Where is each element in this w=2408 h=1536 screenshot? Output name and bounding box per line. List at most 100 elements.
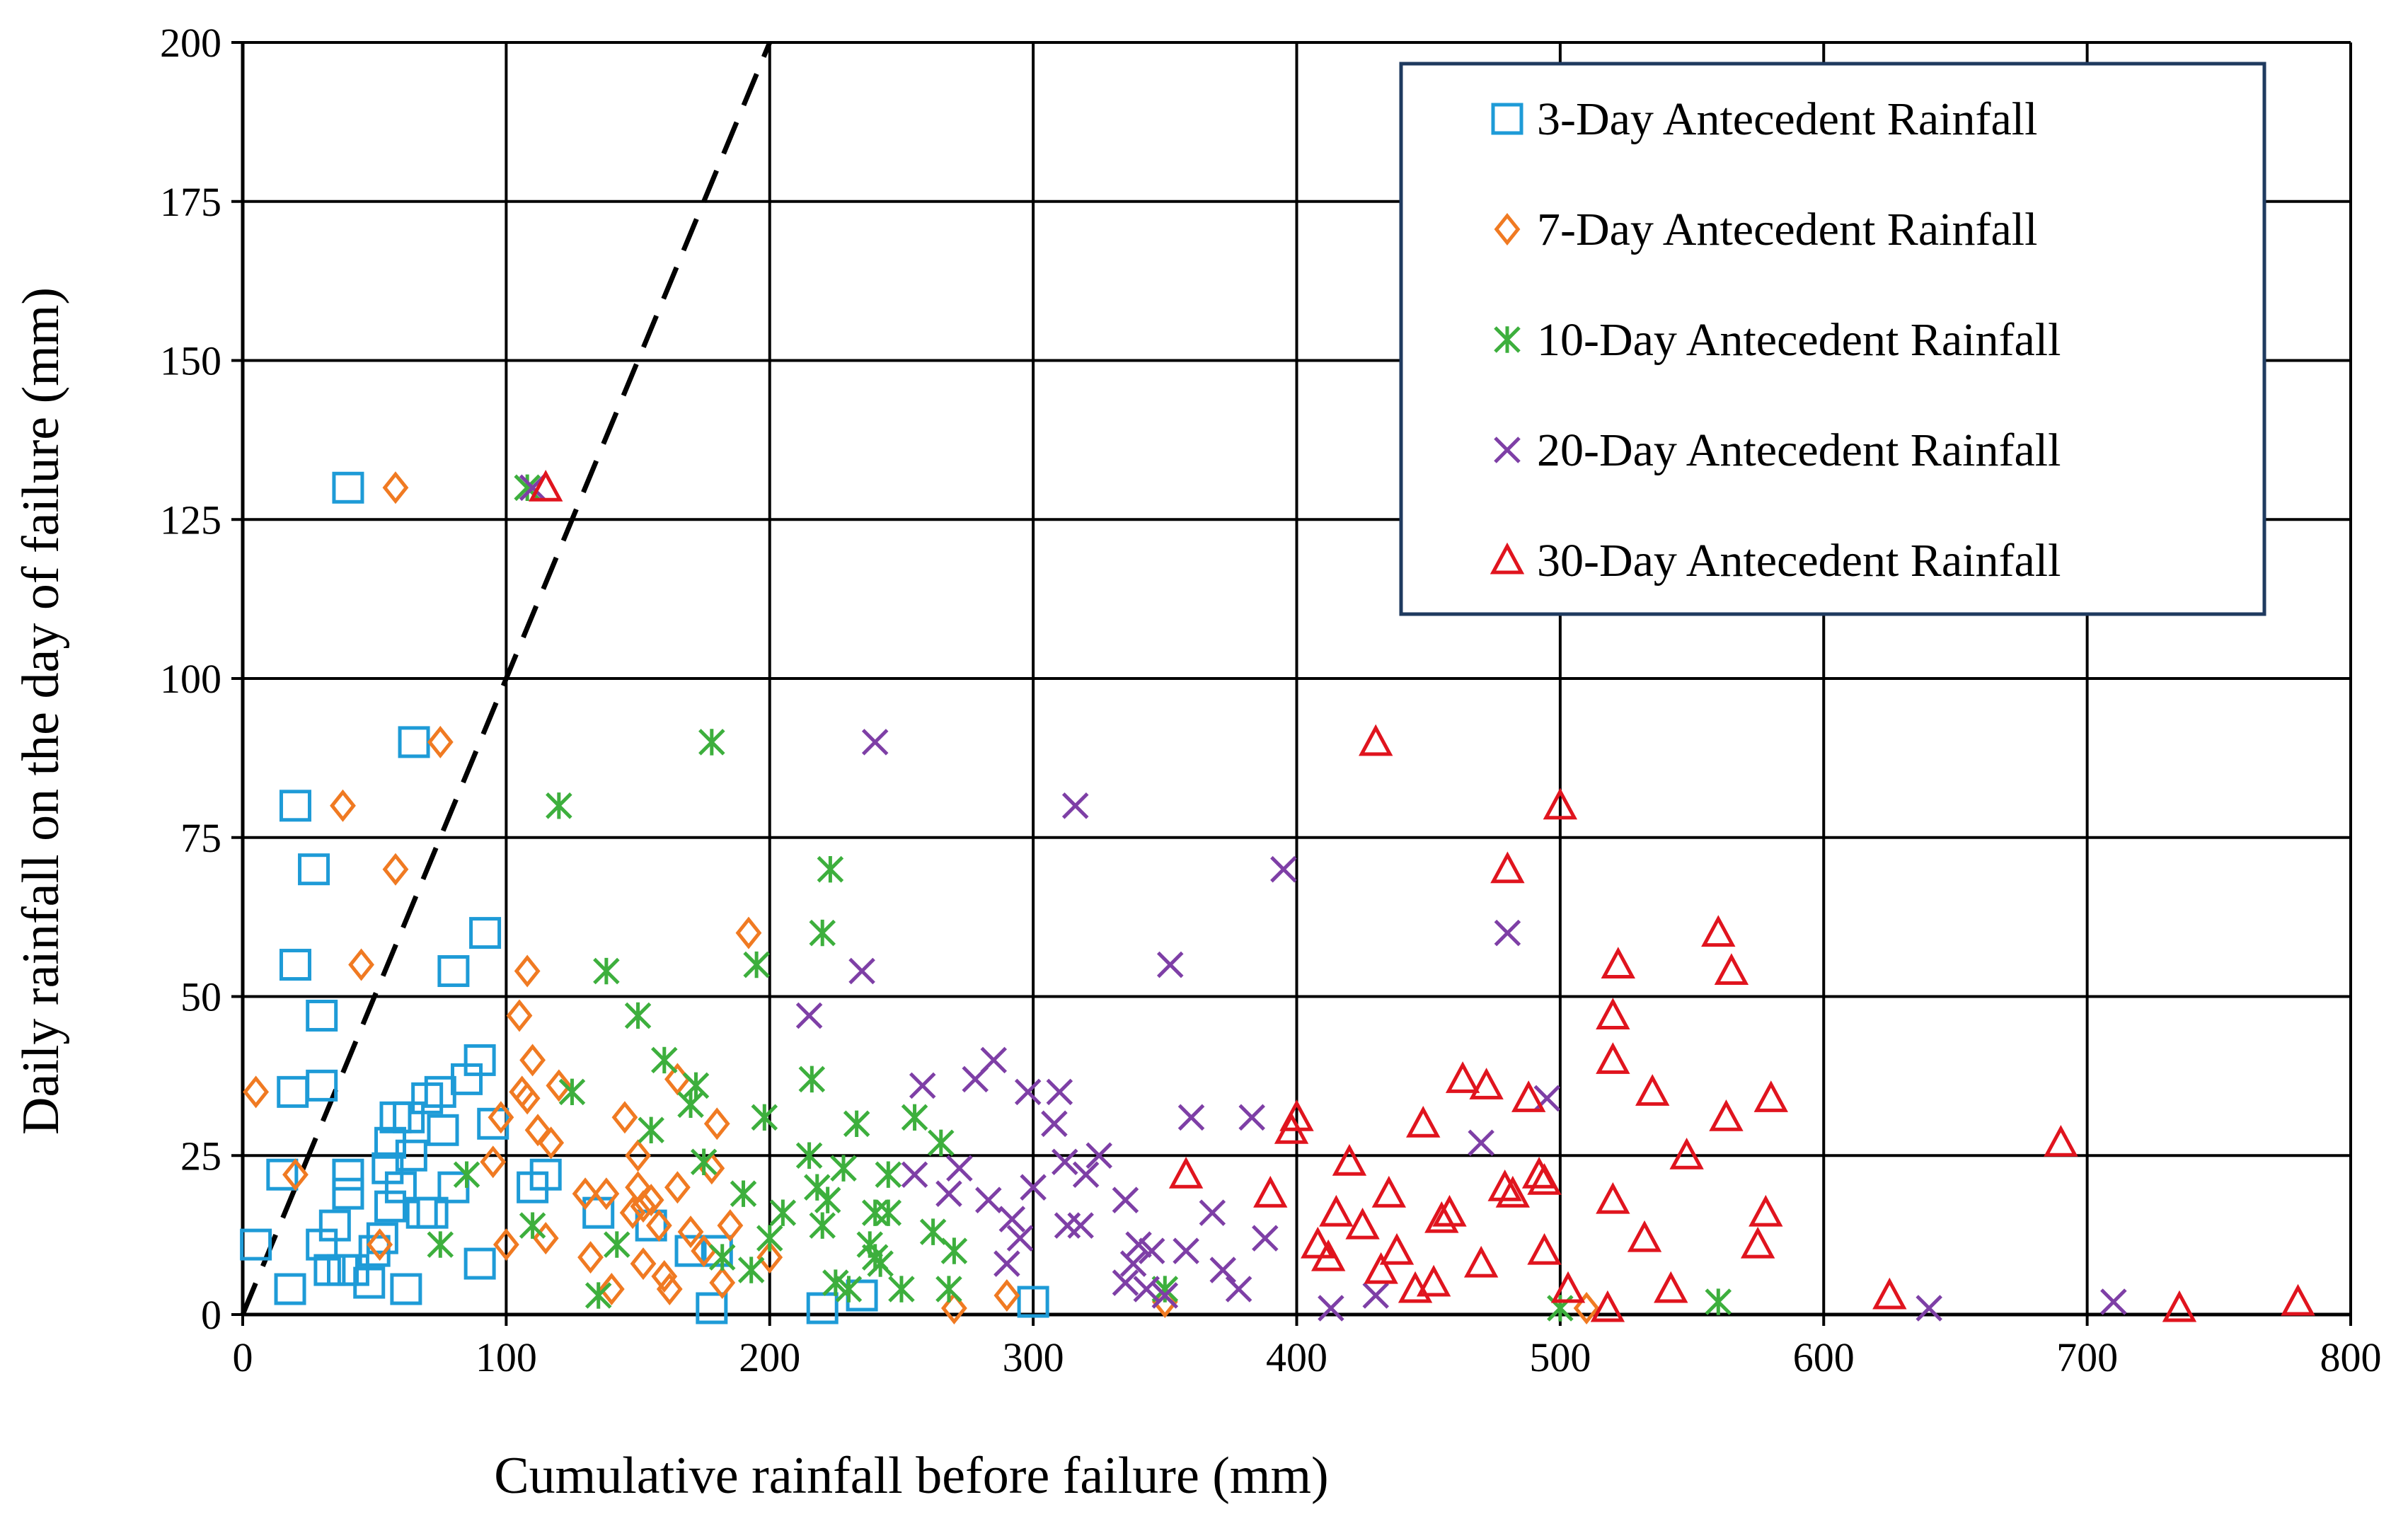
data-point-triangle xyxy=(1596,998,1630,1029)
data-point-triangle xyxy=(2162,1290,2197,1322)
series-1 xyxy=(240,471,1049,1324)
x-tick-label: 400 xyxy=(1266,1334,1327,1380)
x-axis-title: Cumulative rainfall before failure (mm) xyxy=(494,1447,1328,1505)
y-tick-label: 75 xyxy=(180,815,221,861)
data-point-asterisk xyxy=(1705,1288,1732,1315)
data-point-diamond xyxy=(645,1209,672,1242)
data-point-asterisk xyxy=(817,855,844,883)
data-point-x xyxy=(1020,1174,1047,1201)
data-point-diamond xyxy=(709,1266,736,1300)
data-point-triangle xyxy=(1590,1290,1625,1322)
data-point-triangle xyxy=(1371,1175,1407,1208)
data-point-triangle xyxy=(1469,1068,1504,1099)
data-point-triangle xyxy=(1635,1074,1670,1106)
series-3 xyxy=(427,474,1732,1322)
data-point-asterisk xyxy=(809,1212,836,1239)
data-point-diamond xyxy=(993,1279,1020,1312)
data-point-x xyxy=(1916,1295,1942,1322)
data-point-x xyxy=(1270,855,1297,883)
data-point-x xyxy=(1177,1104,1205,1131)
legend-marker-diamond xyxy=(1494,212,1521,246)
data-point-triangle xyxy=(1753,1080,1788,1112)
data-point-x xyxy=(1494,919,1521,947)
data-point-diamond xyxy=(514,1082,541,1115)
legend-marker-square xyxy=(1491,103,1523,135)
data-point-square xyxy=(469,917,502,949)
data-point-x xyxy=(1318,1295,1344,1322)
data-point-triangle xyxy=(1310,1239,1346,1271)
data-point-square xyxy=(332,1177,364,1210)
data-point-triangle xyxy=(1527,1162,1562,1195)
y-tick-label: 175 xyxy=(160,179,221,225)
data-point-asterisk xyxy=(875,1161,902,1188)
data-point-triangle xyxy=(1463,1245,1499,1278)
x-tick-label: 100 xyxy=(476,1334,537,1380)
data-point-asterisk xyxy=(730,1180,757,1207)
data-point-diamond xyxy=(367,1228,393,1261)
data-point-x xyxy=(1156,951,1184,978)
data-point-asterisk xyxy=(935,1276,962,1303)
data-point-square xyxy=(332,1158,364,1191)
data-point-asterisk xyxy=(519,1212,546,1239)
data-point-triangle xyxy=(1543,787,1578,820)
data-point-asterisk xyxy=(453,1161,480,1188)
data-point-x xyxy=(1252,1225,1279,1252)
data-point-asterisk xyxy=(769,1199,797,1226)
data-point-square xyxy=(701,1235,733,1267)
data-point-square xyxy=(240,1228,272,1261)
x-tick-label: 700 xyxy=(2056,1334,2118,1380)
data-point-square xyxy=(463,1247,496,1280)
data-point-asterisk xyxy=(677,1091,704,1119)
data-point-diamond xyxy=(546,1069,572,1102)
data-point-x xyxy=(1061,792,1089,819)
data-point-x xyxy=(1138,1237,1165,1264)
data-point-x xyxy=(1362,1282,1389,1309)
data-point-asterisk xyxy=(843,1110,870,1138)
data-point-diamond xyxy=(664,1171,691,1204)
data-point-diamond xyxy=(382,471,409,504)
data-point-asterisk xyxy=(638,1116,664,1144)
data-point-triangle xyxy=(1601,947,1635,979)
data-point-diamond xyxy=(524,1114,551,1147)
y-tick-label: 0 xyxy=(201,1292,221,1338)
data-point-asterisk xyxy=(867,1250,894,1277)
data-point-x xyxy=(1238,1104,1265,1131)
data-point-diamond xyxy=(630,1247,657,1281)
data-point-x xyxy=(1173,1237,1199,1264)
data-point-square xyxy=(416,1196,449,1229)
data-point-x xyxy=(2100,1288,2127,1315)
data-point-asterisk xyxy=(624,1002,652,1029)
data-point-x xyxy=(795,1002,823,1029)
data-point-diamond xyxy=(243,1075,270,1109)
data-point-diamond xyxy=(611,1101,638,1134)
x-tick-label: 800 xyxy=(2320,1334,2382,1380)
data-point-triangle xyxy=(1749,1194,1783,1227)
data-point-asterisk xyxy=(743,951,770,978)
data-point-triangle xyxy=(1445,1061,1480,1093)
data-point-square xyxy=(437,955,470,988)
data-point-asterisk xyxy=(814,1186,841,1213)
data-point-asterisk xyxy=(546,792,572,819)
data-point-diamond xyxy=(282,1158,309,1191)
data-point-square xyxy=(427,1114,459,1146)
data-point-square xyxy=(306,999,338,1032)
data-point-triangle xyxy=(1359,724,1393,756)
data-point-triangle xyxy=(1364,1252,1398,1284)
data-point-x xyxy=(1067,1212,1094,1239)
data-point-triangle xyxy=(1596,1042,1630,1074)
data-point-triangle xyxy=(2044,1125,2078,1157)
data-point-square xyxy=(279,790,311,822)
data-point-square xyxy=(1017,1286,1049,1318)
data-point-x xyxy=(1209,1257,1236,1283)
data-point-asterisk xyxy=(427,1231,454,1258)
data-point-x xyxy=(1125,1231,1152,1258)
data-point-x xyxy=(1072,1161,1100,1188)
data-point-square xyxy=(279,949,311,981)
data-point-asterisk xyxy=(875,1199,902,1226)
data-point-asterisk xyxy=(928,1129,955,1157)
data-point-diamond xyxy=(677,1215,704,1249)
data-point-x xyxy=(975,1186,1002,1213)
data-point-asterisk xyxy=(830,1155,857,1182)
data-point-diamond xyxy=(382,853,409,886)
